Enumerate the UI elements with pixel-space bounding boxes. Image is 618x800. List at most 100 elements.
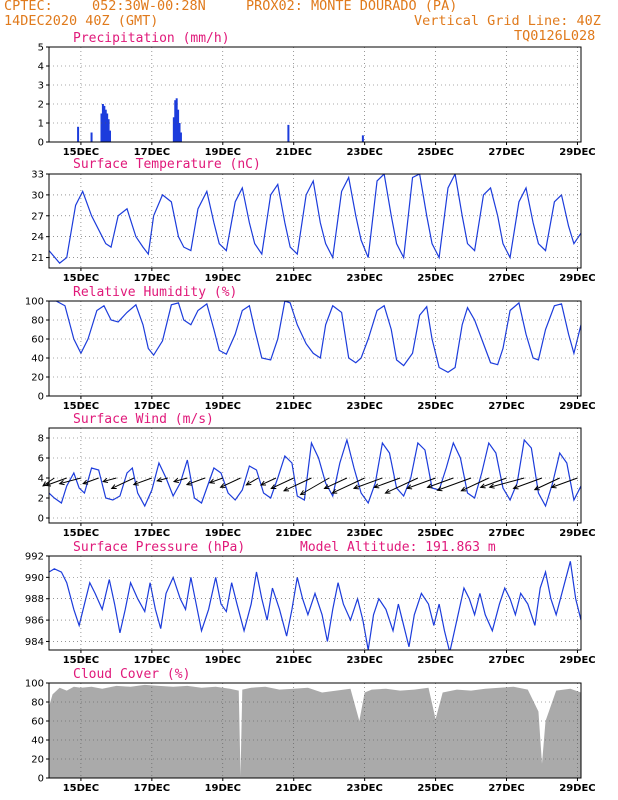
panel-annotation: Model Altitude: 191.863 m [300,540,496,555]
wind-arrow-shaft [102,477,117,483]
wind-arrow-shaft [437,477,472,491]
panel-title: Cloud Cover (%) [73,667,190,682]
y-tick-label: 6 [38,454,44,465]
wind-arrow-shaft [209,477,223,484]
y-tick-label: 20 [31,755,44,766]
panel-frame [48,427,582,524]
wind-arrow-shaft [489,477,525,488]
panel-title: Surface Wind (m/s) [73,412,214,427]
precip-bar [107,119,110,142]
precip-bar [287,124,290,142]
header-station: PROX02: MONTE DOURADO (PA) [246,0,458,14]
x-tick-label: 25DEC [417,655,453,666]
precip-bar [361,135,364,142]
precip-bar [100,113,103,142]
x-tick-label: 19DEC [205,273,241,284]
x-tick-label: 15DEC [63,783,99,794]
cloud-cover-area [49,684,581,778]
x-tick-label: 17DEC [134,528,170,539]
y-tick-label: 0 [38,138,44,149]
x-tick-label: 29DEC [559,273,595,284]
y-tick-label: 27 [31,211,44,222]
wind-arrow-shaft [513,477,543,489]
x-tick-label: 21DEC [276,655,312,666]
y-tick-label: 100 [25,297,44,308]
x-tick-label: 15DEC [63,528,99,539]
wind-arrow-head [82,479,89,485]
wind-arrow-shaft [480,477,507,488]
x-tick-label: 17DEC [134,147,170,158]
panel-4: 0 2 4 6 8 15DEC 17DEC 19DEC 21DEC 23DEC 25DEC 27DEC… [38,412,596,539]
y-tick-label: 80 [31,698,44,709]
wind-arrow-shaft [157,477,168,482]
header-run-id: TQ0126L028 [514,28,596,44]
x-tick-label: 25DEC [417,273,453,284]
wind-arrow-shaft [42,477,55,487]
wind-arrow-shaft [133,477,153,486]
y-tick-label: 60 [31,717,44,728]
header-grid-note: Vertical Grid Line: 40Z [414,13,601,29]
wind-arrow-head [208,478,215,484]
x-tick-label: 23DEC [346,273,382,284]
x-tick-label: 19DEC [205,528,241,539]
y-tick-label: 992 [25,552,44,563]
wind-arrows [42,477,578,496]
wind-arrow-shaft [324,477,348,489]
panel-6: 0 20 40 60 80 100 15DEC 17DEC 19DEC 21DEC 23DEC 25D… [25,667,596,794]
precip-bar [175,98,178,142]
wind-arrow-head [185,480,192,486]
y-tick-label: 988 [25,594,44,605]
wind-arrow-shaft [534,477,560,491]
data-layer [49,437,581,508]
y-tick-label: 1 [38,119,44,130]
x-tick-label: 21DEC [276,147,312,158]
x-tick-label: 29DEC [559,783,595,794]
wind-arrow-head [282,486,290,492]
wind-arrow-head [488,483,495,489]
series-line [49,174,581,264]
x-tick-label: 29DEC [559,401,595,412]
x-tick-label: 19DEC [205,147,241,158]
y-tick-label: 990 [25,573,44,584]
x-tick-label: 29DEC [559,655,595,666]
x-tick-label: 21DEC [276,273,312,284]
wind-arrow-shaft [551,477,578,488]
wind-arrow-shaft [283,477,312,492]
wind-arrow-shaft [406,477,436,489]
y-tick-label: 33 [31,170,44,181]
wind-arrow-head [270,484,277,490]
x-tick-label: 27DEC [488,401,524,412]
y-tick-label: 0 [38,392,44,403]
y-tick-label: 20 [31,373,44,384]
x-tick-label: 21DEC [276,528,312,539]
x-tick-label: 25DEC [417,528,453,539]
x-tick-label: 23DEC [346,147,382,158]
precip-bar [172,117,175,142]
wind-arrow-head [245,480,252,486]
panel-title: Relative Humidity (%) [73,285,237,300]
wind-arrow-shaft [353,477,383,489]
x-tick-label: 25DEC [417,147,453,158]
y-tick-label: 21 [31,253,44,264]
y-tick-label: 30 [31,190,44,201]
panel-title: Precipitation (mm/h) [73,31,230,46]
wind-arrow-shaft [111,477,135,489]
wind-arrow-shaft [220,477,241,488]
wind-arrow-head [331,488,338,494]
header-source: CPTEC: [4,0,53,14]
y-tick-label: 8 [38,434,44,445]
panel-frame [48,682,582,779]
wind-arrow-shaft [260,477,277,486]
precip-bar [77,126,80,142]
x-tick-label: 23DEC [346,401,382,412]
wind-arrow-head [460,486,467,492]
wind-arrow-head [132,480,139,486]
wind-arrow-head [101,477,109,483]
wind-arrow-shaft [374,477,401,488]
wind-arrow-shaft [427,477,454,488]
wind-arrow-head [373,483,380,489]
y-tick-label: 40 [31,736,44,747]
y-tick-label: 4 [38,474,44,485]
x-tick-label: 23DEC [346,528,382,539]
